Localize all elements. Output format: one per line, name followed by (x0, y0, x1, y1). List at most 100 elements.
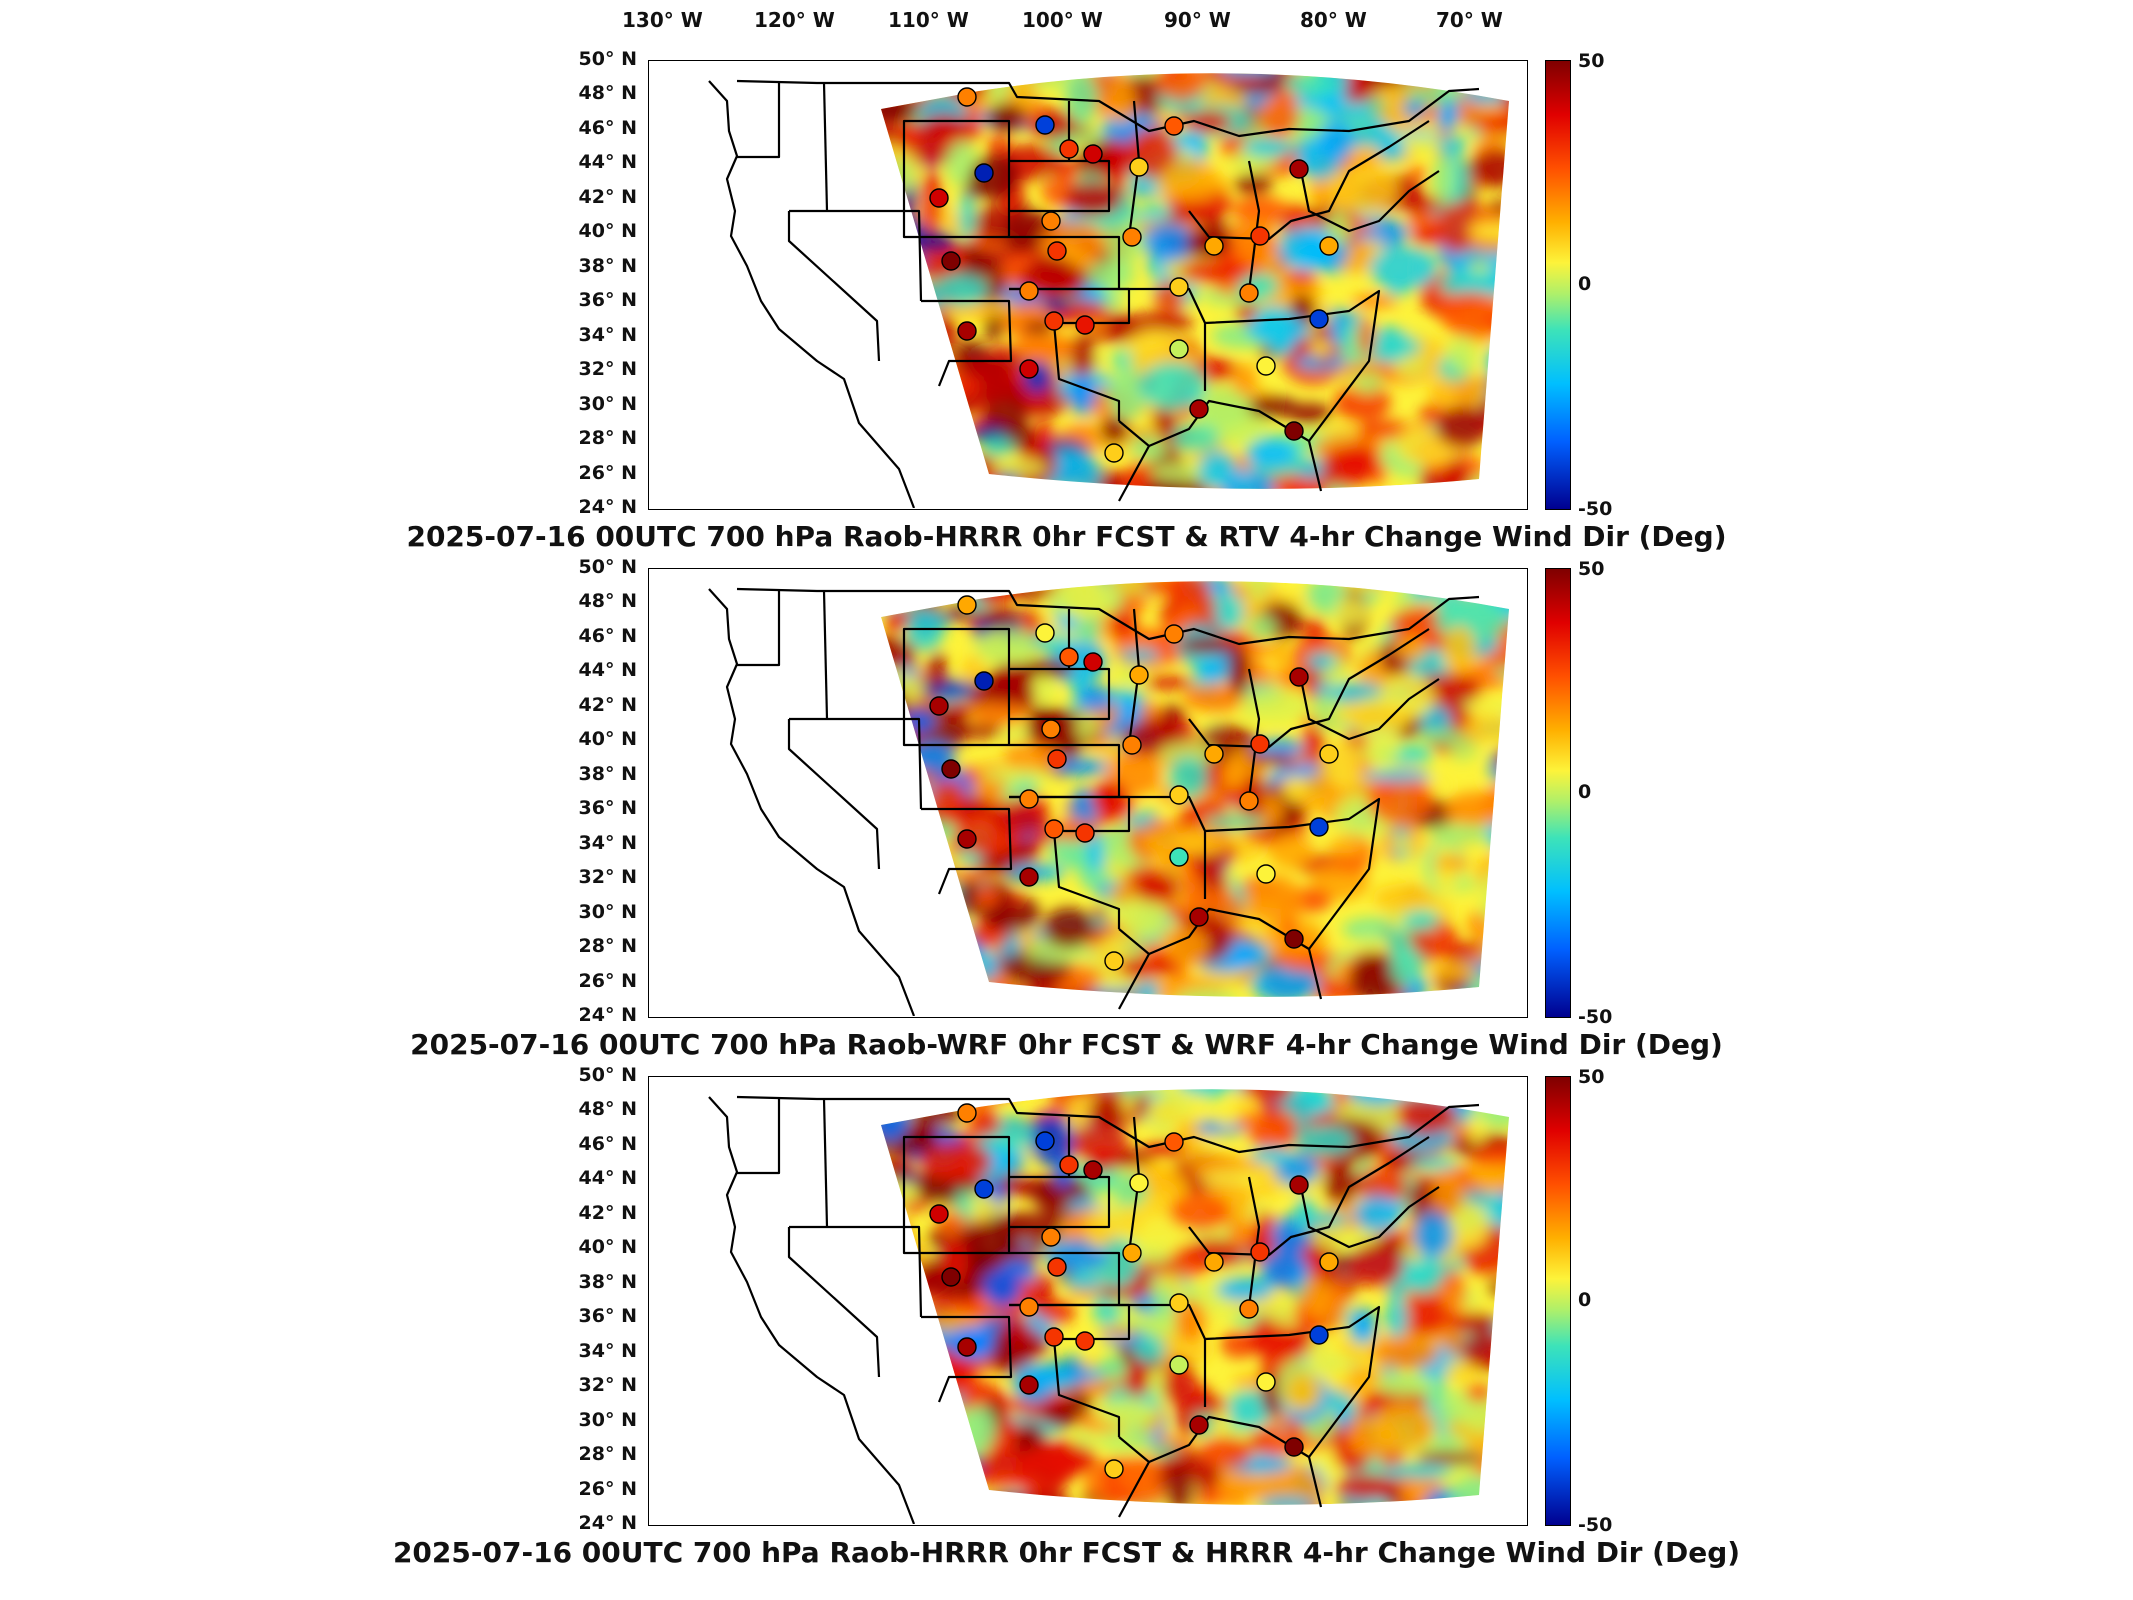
raob-station-marker (1035, 1131, 1055, 1151)
wind-direction-map (708, 1089, 1509, 1524)
lat-label: 50° N (578, 1064, 637, 1086)
raob-station-marker (1256, 864, 1276, 884)
raob-station-marker (1189, 907, 1209, 927)
lat-label: 36° N (578, 797, 637, 820)
raob-station-marker (1019, 281, 1039, 301)
raob-station-marker (1075, 315, 1095, 335)
raob-station-marker (957, 321, 977, 341)
raob-station-marker (957, 595, 977, 615)
raob-stations (929, 1103, 1339, 1479)
raob-station-marker (1041, 719, 1061, 739)
raob-station-marker (1169, 277, 1189, 297)
raob-station-marker (1256, 356, 1276, 376)
lat-label: 34° N (578, 1339, 637, 1362)
raob-station-marker (1059, 139, 1079, 159)
raob-station-marker (1104, 443, 1124, 463)
lat-label: 48° N (578, 590, 637, 613)
lat-label: 28° N (578, 427, 637, 450)
colorbar-mid-label: 0 (1578, 273, 1592, 295)
raob-station-marker (1122, 227, 1142, 247)
colorbar-mid-label: 0 (1578, 1289, 1592, 1311)
raob-station-marker (1204, 1252, 1224, 1272)
raob-station-marker (1169, 339, 1189, 359)
lat-label: 40° N (578, 220, 637, 243)
raob-station-marker (1169, 1293, 1189, 1313)
raob-station-marker (929, 1204, 949, 1224)
raob-station-marker (941, 251, 961, 271)
raob-station-marker (974, 1179, 994, 1199)
lat-label: 36° N (578, 1305, 637, 1328)
raob-station-marker (1035, 115, 1055, 135)
raob-station-marker (1019, 359, 1039, 379)
raob-station-marker (1044, 819, 1064, 839)
raob-station-marker (1250, 226, 1270, 246)
lat-label: 40° N (578, 1236, 637, 1259)
raob-station-marker (1239, 791, 1259, 811)
raob-station-marker (1289, 1175, 1309, 1195)
raob-station-marker (1284, 929, 1304, 949)
raob-station-marker (1284, 421, 1304, 441)
raob-station-marker (1059, 647, 1079, 667)
colorbar-min-label: -50 (1578, 1006, 1613, 1028)
panel-title: 2025-07-16 00UTC 700 hPa Raob-HRRR 0hr F… (406, 520, 1727, 553)
colorbar-mid-label: 0 (1578, 781, 1592, 803)
raob-station-marker (1250, 734, 1270, 754)
colorbar (1545, 1076, 1571, 1526)
raob-station-marker (1122, 735, 1142, 755)
lat-label: 24° N (578, 1004, 637, 1026)
panel-title: 2025-07-16 00UTC 700 hPa Raob-WRF 0hr FC… (410, 1028, 1723, 1061)
state-boundaries (708, 1095, 1480, 1524)
wind-direction-field (881, 1089, 1509, 1505)
state-boundaries (708, 79, 1480, 508)
raob-station-marker (1047, 1257, 1067, 1277)
lat-label: 38° N (578, 1270, 637, 1293)
raob-station-marker (1019, 1375, 1039, 1395)
raob-station-marker (1083, 652, 1103, 672)
raob-stations (929, 87, 1339, 463)
raob-station-marker (1129, 157, 1149, 177)
lat-label: 38° N (578, 762, 637, 785)
raob-station-marker (1035, 623, 1055, 643)
state-boundaries (708, 587, 1480, 1016)
raob-station-marker (1129, 665, 1149, 685)
lat-label: 44° N (578, 1167, 637, 1190)
raob-station-marker (1083, 144, 1103, 164)
raob-station-marker (1047, 749, 1067, 769)
raob-station-marker (1239, 283, 1259, 303)
raob-station-marker (1164, 624, 1184, 644)
raob-station-marker (1319, 1252, 1339, 1272)
raob-station-marker (1019, 867, 1039, 887)
raob-station-marker (1284, 1437, 1304, 1457)
lat-label: 28° N (578, 1443, 637, 1466)
lat-label: 44° N (578, 659, 637, 682)
lon-label-70w: 70° W (1436, 8, 1503, 32)
lat-label: 26° N (578, 969, 637, 992)
wind-direction-map (708, 581, 1509, 1016)
lat-label: 26° N (578, 461, 637, 484)
lat-label: 36° N (578, 289, 637, 312)
lat-label: 48° N (578, 1098, 637, 1121)
lat-label: 46° N (578, 1132, 637, 1155)
raob-station-marker (1164, 116, 1184, 136)
lat-label: 32° N (578, 866, 637, 889)
lat-label: 30° N (578, 1408, 637, 1431)
raob-station-marker (1164, 1132, 1184, 1152)
lat-label: 38° N (578, 254, 637, 277)
colorbar-max-label: 50 (1578, 558, 1605, 580)
raob-station-marker (1129, 1173, 1149, 1193)
lat-label: 50° N (578, 556, 637, 578)
lat-label: 44° N (578, 151, 637, 174)
lat-label: 28° N (578, 935, 637, 958)
lat-label: 24° N (578, 1512, 637, 1534)
raob-station-marker (1059, 1155, 1079, 1175)
map-frame (648, 568, 1528, 1018)
raob-station-marker (929, 188, 949, 208)
raob-station-marker (1047, 241, 1067, 261)
raob-station-marker (1041, 211, 1061, 231)
raob-station-marker (957, 87, 977, 107)
raob-station-marker (1204, 236, 1224, 256)
raob-station-marker (957, 1103, 977, 1123)
lat-label: 30° N (578, 900, 637, 923)
raob-station-marker (1309, 817, 1329, 837)
lat-label: 46° N (578, 116, 637, 139)
